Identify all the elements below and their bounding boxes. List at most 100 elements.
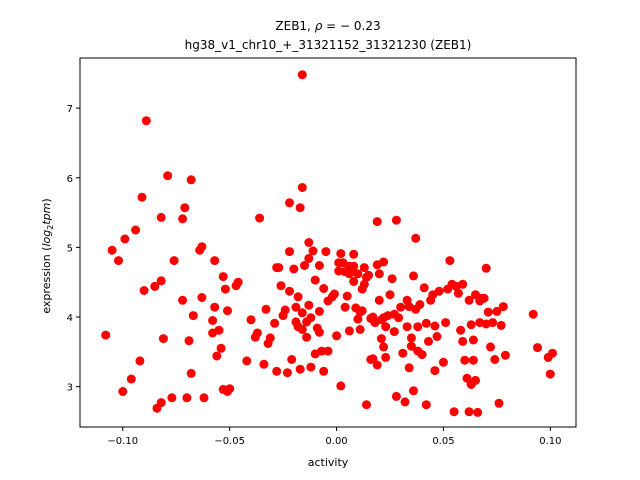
data-point [432,332,442,341]
data-point [158,334,168,344]
data-point [548,348,557,358]
data-point [355,325,365,334]
data-point [297,325,307,334]
data-point [353,314,363,324]
data-point [289,264,299,274]
data-point [404,363,414,373]
chart-title-line1: ZEB1, ρ = − 0.23 [275,19,380,33]
data-point [137,192,147,202]
data-point [342,291,352,301]
title-rho-symbol: ρ [315,19,323,33]
data-point [468,335,478,345]
data-point [225,384,235,394]
data-point [314,327,324,337]
data-point [186,368,196,378]
x-axis-ticks: −0.10 −0.05 0.00 0.05 0.10 [107,427,561,447]
data-point [471,375,480,385]
data-point [252,328,262,338]
data-point [460,355,470,365]
data-point [178,295,188,305]
data-point [291,302,301,312]
data-point [280,305,290,315]
data-point [295,364,305,374]
data-point [107,245,117,255]
data-point [212,351,222,361]
data-point [220,284,230,294]
data-point [126,374,136,384]
data-point [282,368,292,378]
data-point [114,256,123,266]
x-tick-label: 0.10 [539,436,561,447]
x-tick-label: 0.00 [325,436,347,447]
x-tick-label: 0.05 [432,436,454,447]
y-tick-label: 5 [67,243,73,254]
data-point [481,263,491,273]
data-point [310,275,320,285]
data-point [385,290,395,300]
data-point [458,279,468,289]
data-point [156,398,166,408]
data-point [483,307,493,317]
data-point [274,263,284,273]
data-point [188,311,198,321]
data-point [255,213,265,223]
data-point [473,407,483,417]
data-point [285,247,294,257]
data-point [223,306,232,316]
y-axis-label: expression (log2tpm) [40,198,55,313]
data-point [216,343,226,353]
data-point [163,171,173,181]
data-point [430,366,440,376]
data-point [376,334,386,344]
y-tick-label: 7 [67,104,73,115]
data-point [406,341,416,351]
data-point [297,308,307,318]
data-point [411,233,421,243]
data-point [295,203,305,213]
data-point [178,214,188,224]
data-point [167,393,177,403]
data-point [468,355,478,365]
data-points [101,70,557,417]
data-point [396,302,406,312]
y-tick-label: 4 [67,313,73,324]
data-point [466,320,476,330]
data-point [306,313,316,323]
data-point [197,242,207,252]
data-point [359,279,369,289]
y-tick-label: 6 [67,174,73,185]
data-point [261,304,271,314]
x-tick-label: −0.05 [214,436,245,447]
y-axis-label-tpm: tpm [40,203,53,225]
data-point [381,322,391,332]
data-point [533,343,542,353]
data-point [308,246,318,256]
data-point [406,333,416,343]
data-point [197,293,207,302]
data-point [302,332,312,342]
y-axis-label-log: log [40,230,53,247]
chart-title-line2: hg38_v1_chr10_+_31321152_31321230 (ZEB1) [185,38,472,52]
data-point [150,281,160,291]
data-point [372,360,382,370]
data-point [528,309,538,319]
data-point [180,203,190,213]
x-axis-label: activity [308,456,349,469]
data-point [372,217,382,227]
data-point [413,322,423,332]
data-point [490,355,500,364]
data-point [379,342,389,352]
data-point [353,269,363,279]
plot-area-frame [79,57,577,428]
data-point [169,256,179,266]
data-point [336,249,346,259]
data-point [445,256,455,266]
title-rho-value: = − 0.23 [322,19,380,33]
data-point [415,300,425,309]
data-point [391,215,401,225]
data-point [387,274,397,284]
data-point [208,316,218,325]
data-point [488,318,498,328]
y-axis-ticks: 3 4 5 6 7 [67,104,80,394]
